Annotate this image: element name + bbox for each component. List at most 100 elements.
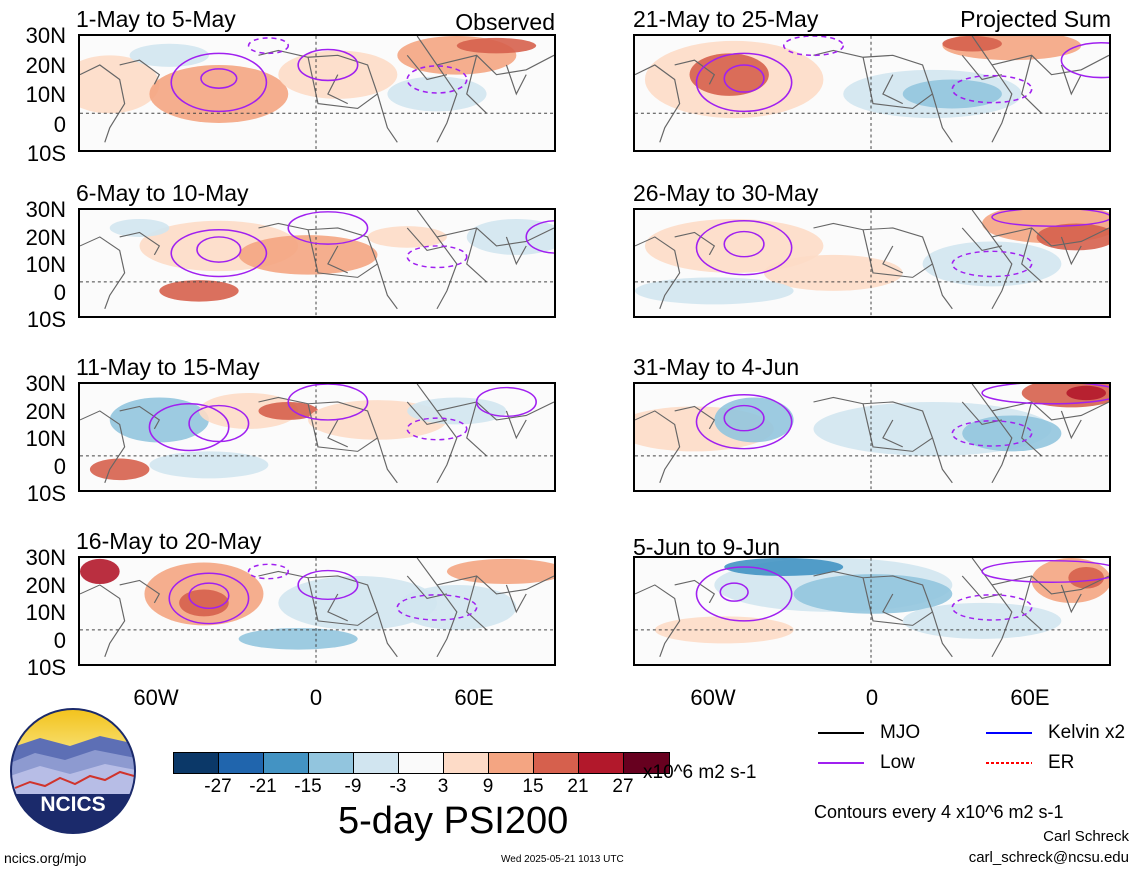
lat-label: 30N [25,23,66,48]
anomaly-shading [724,558,844,576]
coastline [505,236,527,266]
colorbar-tick-label: 21 [567,776,589,797]
panel-title-4: 16-May to 20-May [76,528,262,554]
coastline [307,57,378,110]
anomaly-shading [179,589,229,617]
low-contour [297,48,359,82]
panel-tag-projected: Projected Sum [960,6,1111,32]
coastline [991,227,1109,247]
legend-kelvin-label: Kelvin x2 [1048,722,1126,743]
colorbar-tick-label: -15 [294,776,322,797]
anomaly-shading [466,218,554,255]
coastline [416,36,458,143]
colorbar-units: x10^6 m2 s-1 [643,762,757,783]
anomaly-shading [902,602,1062,639]
coastline [635,64,681,143]
anomaly-shading [149,64,289,123]
low-contour [782,36,845,57]
legend-low: Low [818,752,915,774]
coastline [258,570,398,658]
legend-kelvin-line [986,732,1032,734]
anomaly-shading [714,397,794,443]
psi200-map [80,558,554,664]
anomaly-shading [109,218,170,237]
lat-label: 30N [25,197,66,222]
coastline [416,384,458,484]
coastline [80,584,126,657]
panel-title-5: 21-May to 25-May [633,6,819,32]
low-contour [695,220,793,276]
lat-label: 0 [53,279,66,305]
coastline [505,584,527,614]
panel-title-1: 1-May to 5-May [76,6,236,32]
anomaly-shading [1036,223,1109,251]
coastline [862,403,933,452]
ncics-logo: NCICS [10,708,136,834]
coastline [119,405,161,430]
low-contour [723,230,765,258]
anomaly-shading [159,280,239,302]
low-contour [148,403,230,452]
colorbar-swatch [444,753,489,773]
anomaly-shading [962,415,1062,452]
coastline [882,245,904,274]
lat-label: 10N [25,426,66,451]
coastline [991,575,1109,595]
coastline [327,245,349,274]
psi200-map [80,384,554,490]
colorbar-tick-label: 3 [437,776,449,797]
map-panel-3 [78,382,556,492]
low-contour [247,563,290,580]
anomaly-shading [367,226,447,248]
coastline [862,229,933,278]
lon-label-60w-right: 60W [690,685,736,710]
coastline [971,210,1013,310]
coastline [1021,575,1042,631]
panel-title-7: 31-May to 4-Jun [633,354,800,380]
anomaly-shading [1066,385,1107,401]
anomaly-shading [238,628,358,650]
psi200-map [80,210,554,316]
coastline [971,36,1013,143]
low-contour [695,52,793,113]
low-contour [723,64,765,93]
low-contour [287,384,369,421]
low-contour [406,245,468,269]
panel-title-8: 5-Jun to 9-Jun [633,534,781,560]
legend-mjo-line [818,732,864,734]
coastline [466,575,487,631]
coastline [436,575,554,595]
low-contour [406,65,468,94]
coastline [406,54,448,81]
map-panel-1 [78,34,556,152]
main-title: 5-day PSI200 [338,800,569,842]
map-panel-5 [633,34,1111,152]
coastline [416,558,458,658]
coastline [80,410,126,483]
coastline [436,227,554,247]
coastline [258,396,398,484]
coastline [882,74,904,105]
lat-label: 20N [25,224,66,250]
lat-label: 10S [26,481,66,506]
lat-label: 10N [25,82,66,107]
lat-label: 10N [25,252,66,277]
coastline [635,236,681,309]
legend-er: ER [986,752,1074,774]
coastline [1060,410,1082,440]
anomaly-shading [689,53,769,96]
coastline [119,231,161,256]
coastline [674,405,716,430]
site-link[interactable]: ncics.org/mjo [4,850,87,866]
low-contour [287,211,369,245]
coastline [1060,584,1082,614]
low-contour [525,220,554,254]
coastline [327,593,349,622]
legend-low-line [818,762,864,764]
colorbar-swatch [264,753,309,773]
lat-label: 10S [26,141,66,166]
author-email: carl_schreck@ncsu.edu [968,849,1129,866]
low-contour [695,394,793,450]
anomaly-shading [198,392,299,429]
legend-mjo-label: MJO [880,722,921,743]
